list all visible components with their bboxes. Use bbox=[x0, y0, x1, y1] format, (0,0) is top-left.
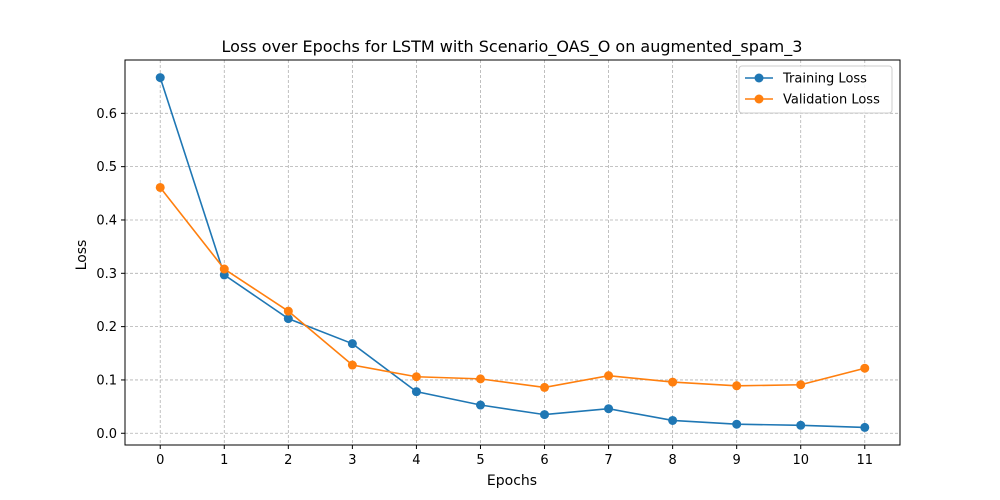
y-tick-label: 0.2 bbox=[96, 320, 117, 335]
data-point bbox=[475, 374, 485, 384]
legend-marker bbox=[754, 94, 764, 104]
data-point bbox=[668, 415, 678, 425]
x-tick-label: 1 bbox=[220, 453, 228, 468]
legend-item: Training Loss bbox=[745, 72, 867, 87]
data-point bbox=[604, 404, 614, 414]
legend-label: Validation Loss bbox=[783, 93, 880, 108]
series-layer bbox=[155, 73, 870, 432]
legend-label: Training Loss bbox=[782, 72, 867, 87]
data-point bbox=[668, 377, 678, 387]
series-validation-loss bbox=[155, 182, 870, 392]
plot-frame bbox=[124, 59, 901, 446]
x-tick-label: 11 bbox=[856, 453, 873, 468]
x-tick-label: 10 bbox=[792, 453, 809, 468]
y-tick-label: 0.4 bbox=[96, 213, 117, 228]
legend-box bbox=[738, 65, 893, 114]
y-axis-label: Loss bbox=[74, 240, 90, 271]
data-point bbox=[155, 182, 165, 192]
legend: Training Loss Validation Loss bbox=[738, 65, 893, 114]
y-tick-label: 0.0 bbox=[96, 427, 117, 442]
series-training-loss bbox=[155, 73, 870, 432]
y-tick-label: 0.6 bbox=[96, 107, 117, 122]
grid-layer bbox=[125, 60, 900, 445]
data-point bbox=[540, 410, 550, 420]
x-tick-label: 9 bbox=[733, 453, 741, 468]
data-point bbox=[796, 420, 806, 430]
data-point bbox=[860, 363, 870, 373]
data-point bbox=[411, 387, 421, 397]
y-tick-label: 0.5 bbox=[96, 160, 117, 175]
y-tick-label: 0.1 bbox=[96, 373, 117, 388]
data-point bbox=[283, 306, 293, 316]
series-line bbox=[159, 77, 865, 429]
data-point bbox=[860, 422, 870, 432]
legend-marker bbox=[754, 73, 764, 83]
data-point bbox=[475, 400, 485, 410]
x-tick-label: 7 bbox=[604, 453, 612, 468]
x-tick-label: 6 bbox=[540, 453, 548, 468]
data-point bbox=[732, 419, 742, 429]
x-tick-label: 8 bbox=[668, 453, 676, 468]
series-line bbox=[159, 186, 865, 389]
data-point bbox=[796, 380, 806, 390]
y-tick-label: 0.3 bbox=[96, 267, 117, 282]
data-point bbox=[347, 360, 357, 370]
data-point bbox=[283, 314, 293, 324]
x-tick-label: 2 bbox=[284, 453, 292, 468]
data-point bbox=[604, 371, 614, 381]
data-point bbox=[540, 382, 550, 392]
chart-title: Loss over Epochs for LSTM with Scenario_… bbox=[222, 37, 803, 57]
x-axis-label: Epochs bbox=[487, 473, 537, 489]
data-point bbox=[347, 339, 357, 349]
data-point bbox=[411, 372, 421, 382]
data-point bbox=[732, 381, 742, 391]
x-tick-label: 4 bbox=[412, 453, 420, 468]
legend-item: Validation Loss bbox=[745, 93, 880, 108]
x-tick-label: 0 bbox=[156, 453, 164, 468]
ticks-layer: 0 1 2 3 4 5 6 7 8 9 10 11 0.0 0.1 0.2 0.3 0.4 0.5 0.6 bbox=[96, 107, 873, 468]
x-tick-label: 3 bbox=[348, 453, 356, 468]
data-point bbox=[219, 264, 229, 274]
data-point bbox=[155, 73, 165, 83]
x-tick-label: 5 bbox=[476, 453, 484, 468]
